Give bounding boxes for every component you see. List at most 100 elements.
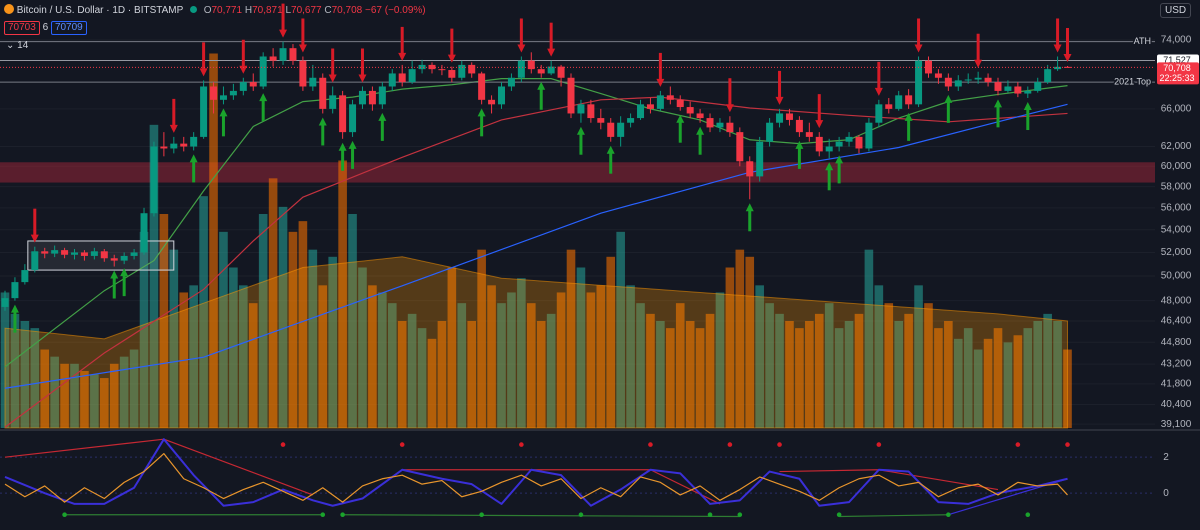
buy-arrow-head [606, 145, 615, 154]
buy-arrow-head [189, 154, 198, 163]
volume-bar [50, 356, 59, 428]
sell-arrow-head [974, 59, 983, 68]
candle-body [1054, 66, 1062, 70]
volume-bar [973, 349, 983, 428]
buy-arrow-head [120, 268, 129, 277]
sell-arrow-head [328, 74, 337, 83]
sell-signal [298, 18, 307, 53]
sell-arrow-head [398, 52, 407, 61]
change: −67 (−0.09%) [365, 5, 426, 16]
candle-body [696, 113, 704, 119]
buy-arrow-head [795, 140, 804, 149]
buy-signal [1023, 102, 1032, 131]
candle-body [408, 69, 416, 83]
buy-arrow-head [994, 99, 1002, 108]
length: 14 [17, 40, 29, 51]
volume-bar [1003, 342, 1013, 428]
sell-arrow-head [447, 54, 456, 63]
candle-body [398, 73, 406, 83]
volume-bar [427, 338, 437, 428]
candle-body [746, 161, 754, 177]
sell-signal [447, 28, 456, 63]
y-tick-label: 58,000 [1161, 181, 1192, 192]
buy-dot [836, 512, 842, 518]
volume-bar [924, 303, 933, 428]
candle-body [865, 122, 873, 149]
buy-arrow-head [338, 142, 347, 151]
volume-bar [397, 321, 407, 428]
volume-bar [874, 285, 884, 428]
candle-body [458, 64, 466, 78]
buy-arrow-head [676, 114, 685, 123]
y-tick-label: 48,000 [1161, 295, 1192, 306]
candle-body [478, 73, 486, 100]
candle-body [11, 282, 19, 299]
buy-arrow-head [259, 93, 268, 102]
last-price-box [1157, 62, 1199, 85]
volume-bar [596, 285, 606, 428]
buy-signal [795, 140, 804, 169]
sell-dot [280, 442, 286, 447]
candle-body [90, 251, 98, 256]
volume-bar [258, 214, 268, 428]
candle-body [170, 143, 178, 149]
candle-body [299, 60, 307, 87]
volume-bar [30, 328, 40, 428]
volume-bar [159, 214, 169, 428]
l-label: L [285, 5, 292, 16]
buy-arrow-head [219, 108, 228, 117]
indicator-toggle[interactable]: ⌄ 14 [6, 40, 28, 51]
volume-bar [775, 313, 784, 428]
spread: 6 [42, 22, 49, 33]
candle-body [210, 86, 218, 100]
bid-ask: 70703 6 70709 [4, 21, 87, 35]
y-tick-label: 46,400 [1161, 316, 1192, 327]
volume-bar [20, 321, 30, 428]
candle-body [41, 251, 49, 254]
buy-arrow-head [477, 108, 486, 117]
buy-signal [944, 94, 953, 123]
sell-arrow-head [169, 124, 178, 133]
volume-bar [666, 328, 675, 428]
support-zone [0, 162, 1155, 183]
trend-line [4, 438, 164, 458]
candle-body [557, 66, 565, 78]
moving-average [4, 96, 1068, 428]
candle-body [835, 141, 843, 147]
sell-arrow-head [725, 104, 734, 113]
candle-body [934, 73, 942, 78]
volume-bar [795, 328, 804, 428]
volume-bar [864, 249, 874, 428]
volume-bar [934, 328, 943, 428]
currency: USD [1165, 5, 1187, 16]
level-label: ATH [1134, 36, 1151, 46]
y-tick-label: 62,000 [1161, 141, 1192, 152]
candle-body [567, 77, 575, 114]
buy-dot [479, 512, 484, 518]
sell-dot [777, 442, 782, 447]
volume-bar [229, 267, 238, 428]
currency-button[interactable]: USD [1160, 3, 1192, 18]
candle-body [785, 113, 793, 120]
sell-arrow-head [199, 68, 208, 77]
candle-body [61, 250, 69, 255]
candle-body [358, 90, 366, 105]
buy-signal [338, 142, 347, 171]
volume-bar [90, 374, 99, 428]
volume-bar [119, 356, 129, 428]
volume-bar [457, 303, 467, 428]
candle-body [875, 104, 883, 123]
sell-signal [725, 78, 734, 113]
volume-bar [298, 221, 308, 428]
sell-arrow-head [874, 87, 883, 96]
candle-body [964, 79, 972, 81]
candle-body [150, 146, 158, 214]
buy-signal [904, 112, 913, 141]
candle-body [845, 136, 853, 142]
buy-arrow-head [378, 112, 387, 121]
volume-bar [80, 370, 89, 428]
volume-bar [953, 338, 963, 428]
volume-bar [616, 231, 625, 428]
buy-signal [606, 145, 615, 174]
